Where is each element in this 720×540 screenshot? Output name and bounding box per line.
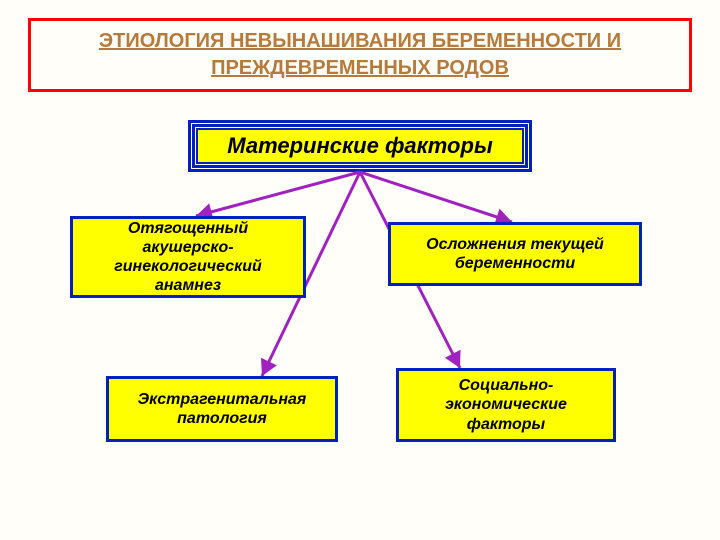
- arrow-line: [360, 172, 512, 222]
- parent-node: Материнские факторы: [188, 120, 532, 172]
- child-node: Осложнения текущей беременности: [388, 222, 642, 286]
- child-label: Социально-экономические факторы: [407, 376, 605, 434]
- child-label: Экстрагенитальная патология: [117, 390, 327, 428]
- arrow-line: [196, 172, 360, 216]
- child-node: Отягощенный акушерско-гинекологический а…: [70, 216, 306, 298]
- child-label: Осложнения текущей беременности: [399, 235, 631, 273]
- arrow-head: [445, 350, 461, 368]
- parent-border-inner: Материнские факторы: [196, 128, 524, 164]
- parent-label: Материнские факторы: [227, 133, 492, 159]
- title-box: ЭТИОЛОГИЯ НЕВЫНАШИВАНИЯ БЕРЕМЕННОСТИ И П…: [28, 18, 692, 92]
- child-node: Социально-экономические факторы: [396, 368, 616, 442]
- child-label: Отягощенный акушерско-гинекологический а…: [81, 219, 295, 296]
- arrow-head: [261, 358, 277, 376]
- page-title: ЭТИОЛОГИЯ НЕВЫНАШИВАНИЯ БЕРЕМЕННОСТИ И П…: [31, 28, 689, 82]
- child-node: Экстрагенитальная патология: [106, 376, 338, 442]
